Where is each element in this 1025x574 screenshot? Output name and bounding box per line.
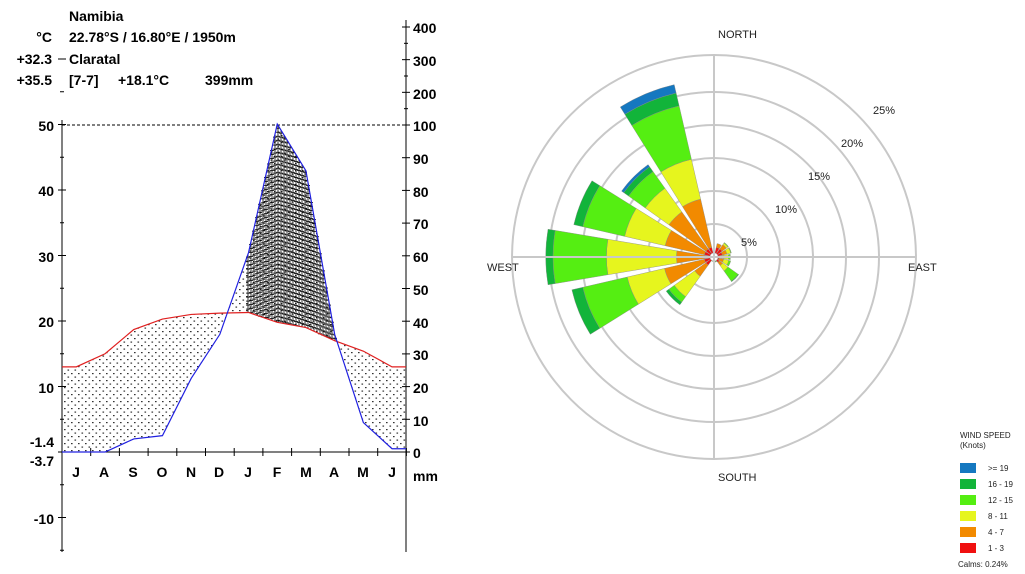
wind-speed-legend: WIND SPEED (Knots) >= 19 16 - 19 12 - 15… [958,431,1013,569]
temp-tick-label: -10 [34,511,54,527]
precipitation-unit-label: mm [413,468,438,484]
precip-tick-label: 70 [413,216,429,232]
month-label: J [72,464,80,480]
petal-segment [714,260,718,263]
month-label: O [157,464,168,480]
temp-tick-label: 10 [38,380,54,396]
legend-title: WIND SPEED [960,431,1011,440]
precipitation-series [62,122,406,453]
month-label: D [214,464,224,480]
legend-swatch [960,511,976,521]
legend-item-label: 8 - 11 [988,512,1008,521]
petal-segment [573,180,601,227]
absolute-max-label: +32.3 [17,51,53,67]
direction-label-north: NORTH [718,29,757,41]
month-label: M [357,464,369,480]
mean-temperature-label: +18.1°C [118,72,169,88]
temp-label-minus-1-4: -1.4 [30,434,54,450]
temp-label-minus-3-7: -3.7 [30,453,54,469]
month-label: N [186,464,196,480]
precip-tick-label: 20 [413,380,429,396]
legend-item-label: 12 - 15 [988,496,1013,505]
direction-label-east: EAST [908,262,937,274]
temp-tick-label: 30 [38,249,54,265]
temperature-series [62,311,406,368]
legend-item-label: >= 19 [988,464,1009,473]
petal-segment [571,287,601,335]
temp-tick-label: 20 [38,314,54,330]
mean-daily-max-label: +35.5 [17,72,53,88]
location-label: Namibia [69,8,124,24]
legend-item-label: 4 - 7 [988,528,1005,537]
petal-segment [726,260,731,267]
precip-tick-label: 400 [413,20,437,36]
precip-tick-label: 90 [413,151,429,167]
petal-segment [723,242,729,248]
month-label: J [388,464,396,480]
precip-tick-label: 10 [413,413,429,429]
temp-tick-label: 40 [38,183,54,199]
precip-tick-label: 60 [413,249,429,265]
precip-tick-label: 300 [413,53,437,69]
legend-swatch [960,463,976,473]
legend-swatch [960,543,976,553]
legend-subtitle: (Knots) [960,441,986,450]
humid-season-hatching [246,125,337,341]
precip-tick-label: 40 [413,315,429,331]
direction-label-south: SOUTH [718,472,757,484]
petal-segment [621,164,650,193]
precip-tick-label: 200 [413,86,437,102]
month-label: A [99,464,109,480]
ring-label: 20% [841,138,863,150]
wind-rose: NORTH EAST SOUTH WEST 5% 10% 15% 20% 25%… [487,29,1013,569]
legend-swatch [960,527,976,537]
wind-rose-axes [512,55,916,459]
precip-tick-label: 50 [413,282,429,298]
petal-segment [728,247,732,254]
ring-label: 5% [741,237,757,249]
axis-ticks [58,26,410,551]
direction-label-west: WEST [487,262,519,274]
petal-segment [730,273,739,282]
petal-segment [715,243,722,249]
arid-fill [62,124,406,452]
petal-segment [723,266,739,282]
temp-tick-label: 50 [38,118,54,134]
temperature-unit-label: °C [36,29,52,45]
month-label: J [244,464,252,480]
climate-diagram: Namibia 22.78°S / 16.80°E / 1950m Clarat… [17,8,438,552]
ring-label: 25% [873,105,895,117]
ring-label: 10% [775,204,797,216]
arid-season-fill [62,124,406,452]
precip-tick-label: 80 [413,184,429,200]
annual-precipitation-label: 399mm [205,72,253,88]
period-label: [7-7] [69,72,99,88]
ring-label: 15% [808,171,830,183]
precip-tick-label: 100 [413,118,437,134]
wind-rose-petals [545,84,739,335]
coordinates-label: 22.78°S / 16.80°E / 1950m [69,29,236,45]
legend-item-label: 16 - 19 [988,480,1013,489]
station-label: Claratal [69,51,120,67]
petal-segment [619,84,677,115]
month-label: A [329,464,339,480]
month-label: F [273,464,282,480]
precip-tick-label: 0 [413,445,421,461]
legend-swatch [960,495,976,505]
month-label: S [128,464,137,480]
calms-label: Calms: 0.24% [958,560,1008,569]
precip-tick-label: 30 [413,347,429,363]
month-label: M [300,464,312,480]
petal-segment [665,288,683,306]
legend-item-label: 1 - 3 [988,544,1005,553]
legend-swatch [960,479,976,489]
